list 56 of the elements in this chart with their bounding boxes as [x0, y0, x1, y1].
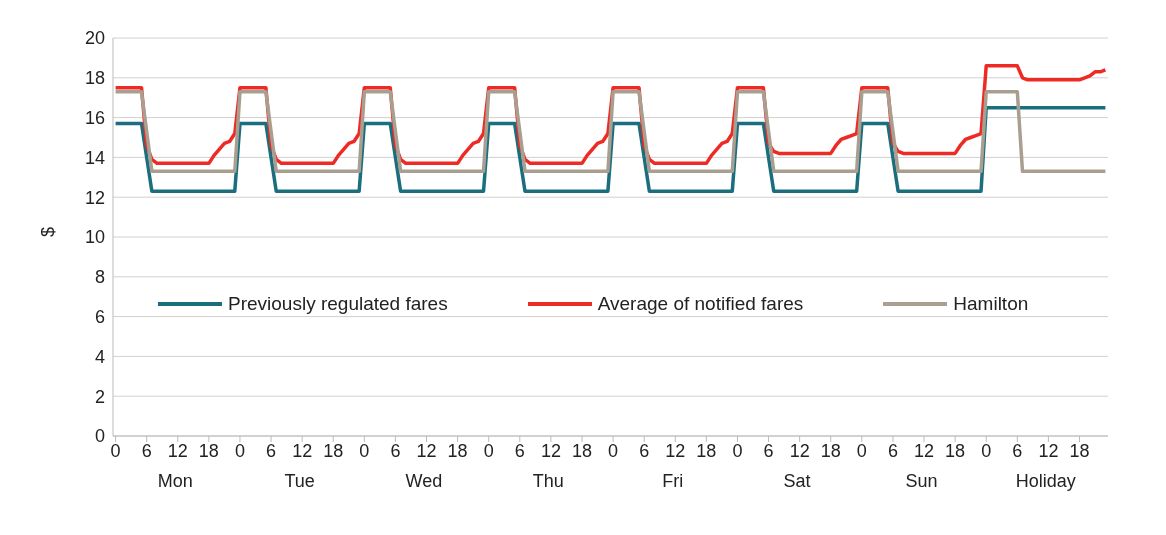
- line-series: [113, 105, 1108, 193]
- x-tick-label: 6: [514, 440, 525, 461]
- y-tick-label: 16: [84, 107, 105, 128]
- y-tick-label: 0: [94, 426, 105, 447]
- text: Fri: [662, 470, 684, 491]
- legend-label: Hamilton: [953, 293, 1029, 315]
- x-tick-label: 0: [732, 440, 743, 461]
- text: Wed: [405, 470, 443, 491]
- x-tick-label: 0: [981, 440, 992, 461]
- x-tick-label: 12: [292, 440, 313, 461]
- text: Tue: [284, 470, 315, 491]
- x-tick-label: 0: [359, 440, 370, 461]
- x-tick-label: 6: [763, 440, 774, 461]
- x-tick-label: 18: [696, 440, 717, 461]
- x-tick-label: 6: [1012, 440, 1023, 461]
- x-tick-label: 18: [198, 440, 219, 461]
- y-tick-label: 2: [94, 386, 105, 407]
- x-tick-label: 12: [1038, 440, 1059, 461]
- y-tick-label: 20: [84, 28, 105, 49]
- text: Holiday: [1015, 470, 1076, 491]
- y-tick-label: 12: [84, 187, 105, 208]
- x-tick-label: 18: [945, 440, 966, 461]
- x-tick-label: 12: [540, 440, 561, 461]
- x-tick-label: 0: [110, 440, 121, 461]
- text: Mon: [157, 470, 193, 491]
- x-tick-label: 18: [447, 440, 468, 461]
- x-tick-label: 18: [571, 440, 593, 461]
- y-tick-label: 6: [94, 306, 105, 327]
- y-tick-label: 8: [94, 267, 105, 288]
- x-tick-label: 6: [266, 440, 277, 461]
- x-tick-label: 0: [608, 440, 619, 461]
- x-tick-label: 0: [483, 440, 494, 461]
- x-tick-label: 12: [789, 440, 810, 461]
- x-tick-label: 6: [141, 440, 152, 461]
- x-tick-label: 6: [639, 440, 650, 461]
- x-tick-label: 18: [820, 440, 841, 461]
- y-axis-title: $: [38, 226, 59, 237]
- x-tick-label: 6: [887, 440, 898, 461]
- text: Sat: [783, 470, 811, 491]
- x-tick-label: 0: [234, 440, 245, 461]
- x-tick-label: 18: [323, 440, 344, 461]
- text: Sun: [905, 470, 938, 491]
- x-tick-label: 12: [416, 440, 437, 461]
- x-tick-label: 0: [856, 440, 867, 461]
- y-tick-label: 10: [84, 227, 105, 248]
- legend-label: Previously regulated fares: [228, 293, 448, 315]
- x-tick-label: 12: [665, 440, 686, 461]
- text: Thu: [532, 470, 564, 491]
- legend-label: Average of notified fares: [597, 293, 804, 315]
- y-tick-label: 4: [94, 346, 105, 367]
- x-tick-label: 6: [390, 440, 401, 461]
- y-tick-label: 14: [84, 147, 105, 168]
- x-tick-label: 12: [914, 440, 935, 461]
- x-tick-label: 18: [1069, 440, 1090, 461]
- x-tick-label: 12: [167, 440, 188, 461]
- y-tick-label: 18: [84, 68, 105, 89]
